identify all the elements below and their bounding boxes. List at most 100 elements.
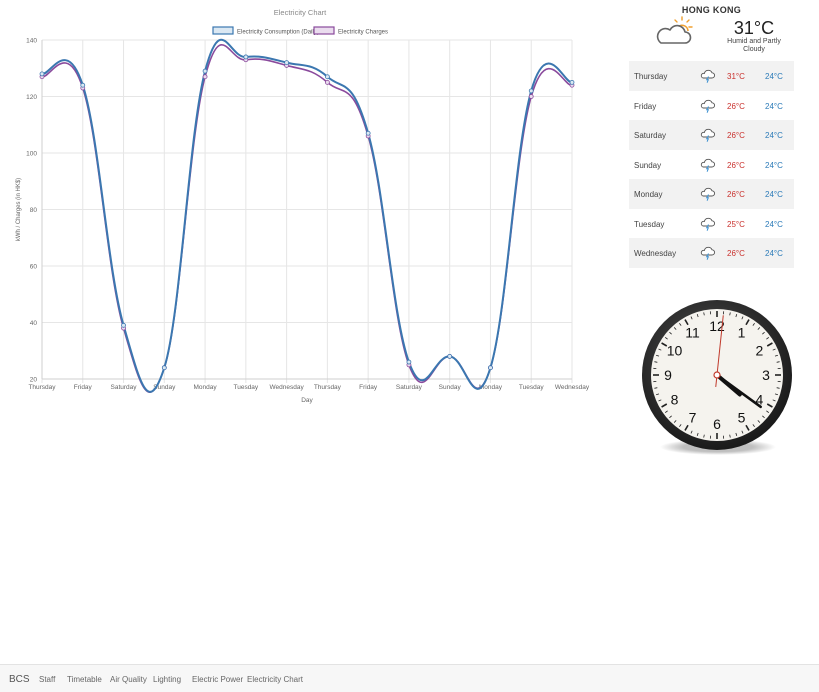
nav-item-electricity-chart[interactable]: Electricity Chart	[247, 675, 304, 684]
y-tick-label: 20	[30, 377, 38, 384]
nav-item-timetable[interactable]: Timetable	[67, 675, 102, 684]
forecast-day: Wednesday	[634, 249, 677, 258]
data-point-consumption	[39, 71, 45, 77]
x-tick-label: Saturday	[111, 384, 138, 391]
clock-tick	[656, 393, 660, 396]
clock-tick	[684, 424, 689, 431]
clock-tick	[757, 420, 761, 423]
clock-numeral: 7	[689, 409, 697, 425]
clock-numeral: 9	[664, 367, 672, 383]
nav-item-staff[interactable]: Staff	[39, 675, 56, 684]
y-tick-label: 140	[26, 38, 37, 45]
weather-city: HONG KONG	[681, 5, 742, 15]
clock-numeral: 6	[713, 416, 721, 432]
x-tick-label: Sunday	[439, 384, 462, 391]
clock-tick	[752, 322, 755, 326]
forecast-high: 31°C	[727, 72, 745, 81]
clock-tick	[703, 434, 705, 438]
clock-tick	[741, 430, 744, 434]
electricity-chart: 20 40 60 80 100 120 140 Thursday Friday Saturday S…	[0, 0, 600, 410]
clock-tick	[696, 432, 699, 436]
forecast-row: Thursday 31°C 24°C	[629, 61, 794, 91]
data-point-consumption	[569, 79, 575, 85]
x-tick-label: Wednesday	[555, 384, 590, 391]
x-tick-label: Thursday	[28, 384, 56, 391]
clock-tick	[661, 342, 668, 347]
chart-title: Electricity Chart	[274, 8, 327, 17]
x-tick-label: Monday	[194, 384, 218, 391]
thunderstorm-icon	[700, 128, 715, 142]
forecast-row: Wednesday 26°C 24°C	[629, 238, 794, 268]
forecast-low: 24°C	[765, 160, 783, 170]
clock-tick	[679, 322, 682, 326]
y-tick-label: 100	[26, 151, 37, 158]
forecast-day: Thursday	[634, 72, 668, 81]
x-tick-label: Friday	[74, 384, 93, 391]
forecast-high: 26°C	[727, 131, 745, 140]
legend-swatch	[212, 26, 234, 35]
thunderstorm-icon	[700, 217, 715, 231]
clock-tick	[766, 342, 773, 347]
x-tick-label: Saturday	[396, 384, 423, 391]
clock-tick	[703, 312, 705, 316]
forecast-low: 24°C	[765, 101, 783, 111]
data-point-charges	[202, 74, 208, 80]
x-axis-label: Day	[301, 397, 313, 404]
nav-item-air-quality[interactable]: Air Quality	[110, 675, 147, 684]
clock-numeral: 11	[685, 325, 700, 341]
thunderstorm-icon	[700, 158, 715, 172]
clock-tick	[690, 430, 693, 434]
data-point-consumption	[406, 359, 412, 365]
clock-tick	[776, 387, 780, 389]
clock-tick	[774, 393, 778, 396]
x-tick-label: Wednesday	[270, 384, 305, 391]
thunderstorm-icon	[700, 246, 715, 260]
forecast-day: Friday	[634, 101, 657, 111]
x-tick-label: Tuesday	[233, 384, 258, 391]
clock-center-pin	[713, 371, 721, 379]
y-tick-label: 80	[30, 207, 38, 214]
data-point-consumption	[324, 74, 330, 80]
x-tick-label: Thursday	[314, 384, 342, 391]
data-point-consumption	[528, 88, 534, 94]
data-point-consumption	[80, 82, 86, 88]
clock-tick	[664, 410, 668, 413]
clock-numeral: 12	[709, 318, 725, 334]
legend-label: Electricity Consumption (Daily)	[237, 30, 319, 36]
clock-tick	[669, 331, 672, 335]
nav-item-electric-power[interactable]: Electric Power	[192, 675, 244, 684]
current-condition: Humid and Partly Cloudy	[727, 38, 781, 53]
forecast-day: Tuesday	[634, 219, 665, 229]
clock-tick	[669, 415, 672, 419]
thunderstorm-icon	[700, 99, 715, 113]
clock-numeral: 3	[762, 367, 770, 383]
clock-tick	[696, 314, 699, 318]
thunderstorm-icon	[700, 187, 715, 201]
forecast-low: 24°C	[765, 190, 783, 199]
clock-tick	[745, 319, 750, 326]
data-point-consumption	[161, 365, 167, 371]
clock-tick	[766, 403, 773, 408]
clock-tick	[745, 424, 750, 431]
data-point-consumption	[365, 130, 371, 136]
nav-brand[interactable]: BCS	[9, 674, 30, 685]
y-axis-label: kWh / Charges (in HK$)	[16, 178, 22, 241]
clock-tick	[735, 432, 738, 436]
clock-tick	[656, 354, 660, 357]
data-point-charges	[528, 94, 534, 99]
clock-tick	[741, 316, 744, 320]
data-point-charges	[324, 79, 330, 85]
forecast-high: 26°C	[727, 101, 745, 111]
clock-tick	[684, 319, 689, 326]
forecast-day: Saturday	[634, 131, 667, 140]
forecast-low: 24°C	[765, 249, 783, 258]
x-tick-label: Sunday	[153, 384, 176, 391]
bottom-navbar: BCS Staff Timetable Air Quality Lighting Ele…	[0, 664, 819, 692]
forecast-list: Thursday 31°C 24°C Friday 26°C 24°C Saturday 26…	[629, 61, 794, 268]
clock-numeral: 5	[738, 409, 746, 425]
clock-tick	[774, 354, 778, 357]
x-tick-label: Monday	[479, 384, 503, 391]
clock-tick	[664, 337, 668, 340]
nav-item-lighting[interactable]: Lighting	[153, 675, 182, 684]
